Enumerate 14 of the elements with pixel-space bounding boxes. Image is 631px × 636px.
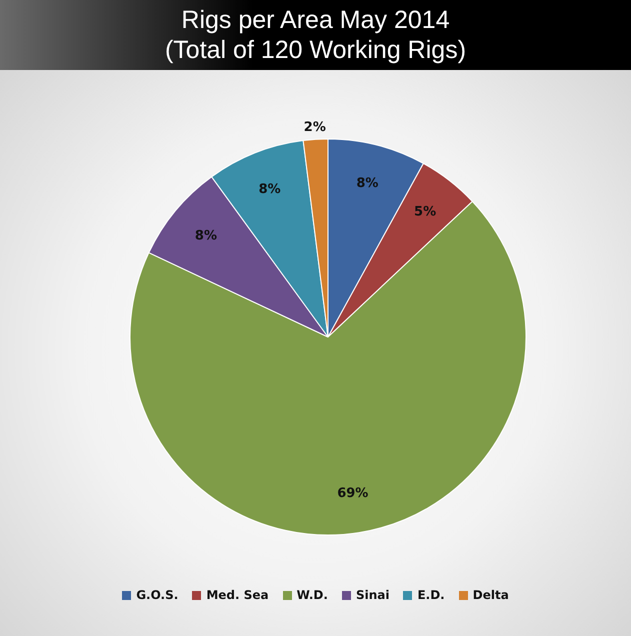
legend-label: Med. Sea — [205, 588, 269, 602]
data-label: 69% — [337, 486, 368, 501]
data-label: 8% — [356, 176, 378, 192]
data-label: 2% — [304, 120, 326, 136]
data-label: 5% — [414, 204, 436, 220]
legend-label: Delta — [472, 588, 509, 602]
slice-label: W.D. — [296, 588, 328, 602]
legend-label: G.O.S. — [135, 588, 178, 602]
data-label: 8% — [258, 182, 281, 198]
chart-subtitle: (Total of 120 Working Rigs) — [164, 35, 468, 65]
data-label: 8% — [194, 228, 217, 244]
chart-title: Rigs per Area May 2014 — [180, 5, 451, 35]
legend-label: E.D. — [416, 588, 445, 602]
legend-label: Sinai — [354, 588, 390, 602]
